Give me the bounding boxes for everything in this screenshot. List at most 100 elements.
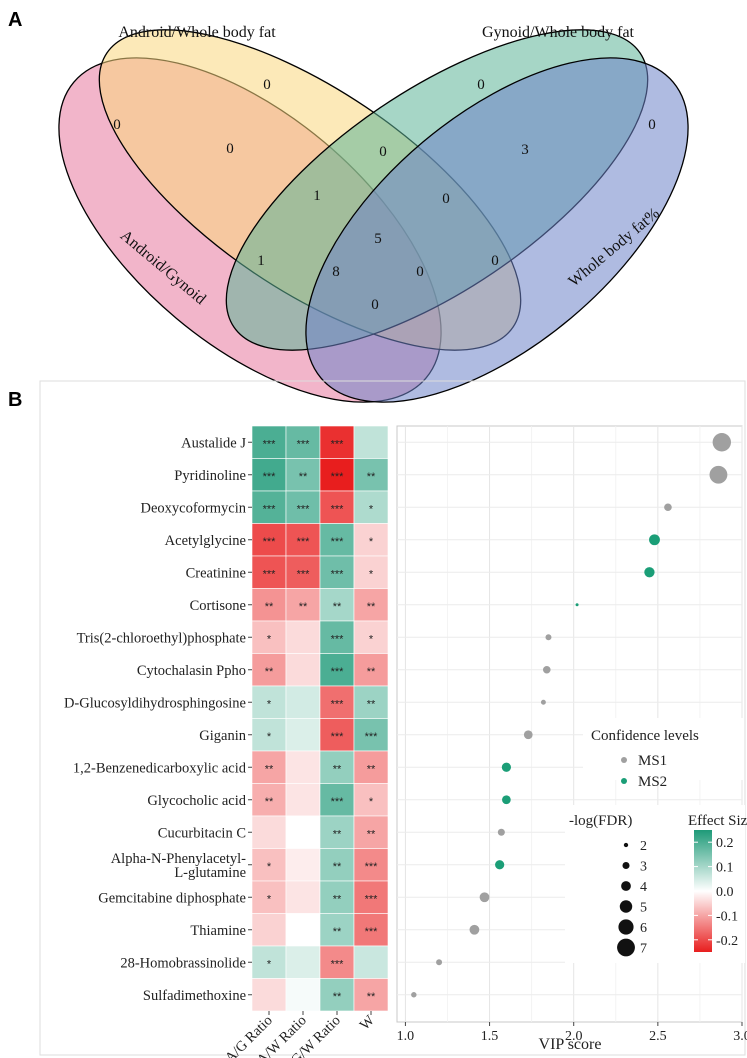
fdr-legend-value: 7 bbox=[640, 942, 647, 957]
fdr-legend-dot bbox=[623, 842, 629, 848]
vip-point bbox=[502, 795, 511, 805]
fdr-legend-dot bbox=[619, 900, 633, 913]
panel-a-label: A bbox=[8, 9, 22, 31]
venn-count-gw-wp: 3 bbox=[521, 142, 529, 158]
heatmap-cell bbox=[319, 523, 355, 557]
heatmap-significance: *** bbox=[331, 958, 345, 970]
heatmap-significance: *** bbox=[331, 536, 345, 548]
heatmap-cell bbox=[319, 490, 355, 524]
heatmap-significance: *** bbox=[365, 893, 379, 905]
heatmap-cell bbox=[251, 685, 287, 719]
heatmap-row-label: Deoxycoformycin bbox=[141, 500, 247, 516]
heatmap-significance: *** bbox=[297, 568, 311, 580]
heatmap-row-label-continued: L-glutamine bbox=[174, 865, 246, 881]
vip-point bbox=[712, 433, 731, 452]
heatmap-significance: ** bbox=[333, 893, 342, 905]
heatmap-significance: *** bbox=[297, 536, 311, 548]
vip-x-tick-label: 1.5 bbox=[481, 1029, 499, 1044]
vip-point bbox=[644, 567, 655, 578]
heatmap-cell bbox=[251, 458, 287, 492]
heatmap-cell bbox=[319, 815, 355, 849]
vip-point bbox=[545, 634, 552, 641]
vip-x-tick-label: 3.0 bbox=[733, 1029, 747, 1044]
vip-point bbox=[540, 699, 546, 705]
legend-ms1-label: MS1 bbox=[638, 753, 667, 769]
heatmap-cell bbox=[285, 750, 321, 784]
heatmap-significance: * bbox=[267, 698, 272, 710]
heatmap-row-label: Glycocholic acid bbox=[147, 793, 246, 809]
heatmap-cell bbox=[353, 913, 389, 947]
heatmap-significance: ** bbox=[333, 861, 342, 873]
heatmap-row-labels: Austalide J Pyridinoline Deoxycoformycin Ac… bbox=[64, 435, 252, 1004]
heatmap-row-label: Gemcitabine diphosphate bbox=[98, 890, 246, 906]
heatmap-cell bbox=[319, 458, 355, 492]
venn-set-whole-body-fat-pct bbox=[305, 57, 689, 403]
heatmap-significance: *** bbox=[331, 796, 345, 808]
venn-count-aw-gw: 0 bbox=[379, 144, 387, 160]
heatmap-significance: *** bbox=[331, 503, 345, 515]
fdr-legend-dot bbox=[617, 938, 635, 957]
venn-count-ag-aw-wp: 0 bbox=[416, 264, 424, 280]
vip-point bbox=[542, 665, 551, 674]
heatmap-significance: ** bbox=[367, 666, 376, 678]
heatmap-cell bbox=[353, 848, 389, 882]
heatmap-cell bbox=[353, 750, 389, 784]
heatmap-significance: *** bbox=[365, 926, 379, 938]
legend-ms2-label: MS2 bbox=[638, 774, 667, 790]
vip-point bbox=[469, 924, 480, 935]
heatmap-cell bbox=[353, 978, 389, 1012]
heatmap-significance: ** bbox=[367, 698, 376, 710]
vip-point bbox=[501, 762, 511, 772]
venn-count-ag-aw-gw: 1 bbox=[313, 188, 321, 204]
heatmap-cell bbox=[353, 523, 389, 557]
heatmap-significance: *** bbox=[331, 731, 345, 743]
heatmap-row-label: D-Glucosyldihydrosphingosine bbox=[64, 695, 246, 711]
heatmap-cell bbox=[285, 945, 321, 979]
heatmap-significance: *** bbox=[365, 731, 379, 743]
heatmap-significance: * bbox=[267, 893, 272, 905]
heatmap-cell bbox=[251, 523, 287, 557]
heatmap-cell bbox=[353, 783, 389, 817]
heatmap-significance: ** bbox=[367, 991, 376, 1003]
fdr-legend-value: 6 bbox=[640, 921, 647, 936]
vip-point bbox=[479, 892, 490, 903]
fdr-legend-title: -log(FDR) bbox=[569, 813, 632, 829]
venn-count-whole-pct-only: 0 bbox=[648, 117, 656, 133]
vip-point bbox=[436, 959, 443, 966]
fdr-legend-value: 2 bbox=[640, 839, 647, 854]
heatmap-significance: ** bbox=[265, 601, 274, 613]
heatmap-cell bbox=[285, 718, 321, 752]
vip-point bbox=[523, 730, 533, 740]
heatmap-significance: ** bbox=[333, 926, 342, 938]
vip-point bbox=[575, 603, 579, 607]
heatmap-significance: *** bbox=[331, 568, 345, 580]
heatmap-row-label: Creatinine bbox=[186, 565, 246, 581]
heatmap-significance: * bbox=[267, 861, 272, 873]
venn-count-all-four: 5 bbox=[374, 231, 382, 247]
heatmap-significance: ** bbox=[299, 601, 308, 613]
venn-label-android-whole: Android/Whole body fat bbox=[118, 24, 276, 41]
heatmap-cell bbox=[319, 685, 355, 719]
effect-size-colorbar bbox=[694, 830, 712, 952]
heatmap-cell bbox=[251, 913, 287, 947]
heatmap-significance: ** bbox=[333, 828, 342, 840]
heatmap-cell bbox=[285, 848, 321, 882]
venn-count-ag-wp: 0 bbox=[371, 297, 379, 313]
fdr-legend-dot bbox=[621, 881, 631, 891]
heatmap-significance: *** bbox=[331, 666, 345, 678]
heatmap-row-label: Sulfadimethoxine bbox=[143, 988, 246, 1004]
panel-b-label: B bbox=[8, 389, 22, 411]
venn-count-android-whole-only: 0 bbox=[263, 77, 271, 93]
heatmap-cell bbox=[319, 945, 355, 979]
heatmap-cell bbox=[285, 815, 321, 849]
heatmap-cell bbox=[251, 750, 287, 784]
heatmap-significance: *** bbox=[331, 633, 345, 645]
heatmap-row-label: Cucurbitacin C bbox=[158, 825, 246, 841]
heatmap-cell bbox=[285, 880, 321, 914]
heatmap-significance: *** bbox=[331, 471, 345, 483]
heatmap-significance: * bbox=[267, 731, 272, 743]
heatmap-row-label: Alpha-N-Phenylacetyl- bbox=[111, 851, 246, 867]
heatmap-cell bbox=[251, 880, 287, 914]
fdr-legend-value: 3 bbox=[640, 860, 647, 875]
